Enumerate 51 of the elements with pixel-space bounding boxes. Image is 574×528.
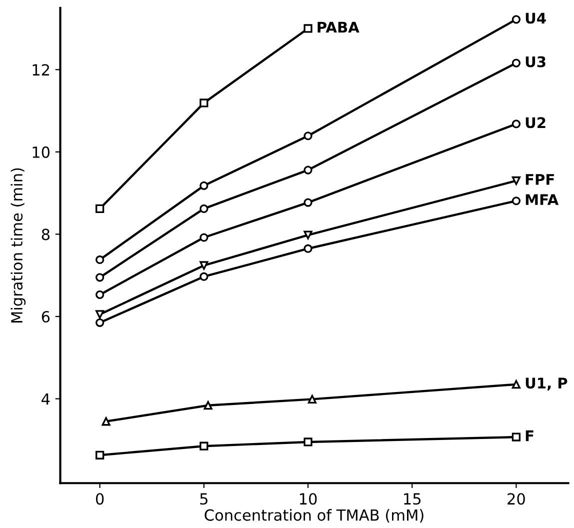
- point: [96, 450, 104, 460]
- point: [96, 290, 104, 299]
- series-label: U3: [526, 56, 546, 68]
- point: [96, 273, 104, 282]
- x-tick-label: 15: [404, 493, 420, 505]
- point: [304, 24, 312, 33]
- series-label: MFA: [526, 194, 559, 205]
- point: [512, 15, 521, 24]
- x-axis-title: Concentration of TMAB (mM): [204, 509, 424, 523]
- point: [512, 432, 521, 442]
- point: [304, 438, 312, 446]
- point: [200, 204, 208, 214]
- x-tick-label: 5: [200, 493, 208, 505]
- point: [512, 380, 521, 389]
- y-tick-label: 10: [32, 146, 50, 158]
- point: [200, 233, 208, 242]
- x-tick-label: 0: [96, 493, 104, 505]
- point: [200, 442, 208, 450]
- series-label: U1, P: [526, 378, 568, 390]
- y-tick-label: 6: [42, 310, 50, 323]
- y-tick-label: 12: [32, 64, 50, 76]
- point: [512, 120, 521, 128]
- point: [102, 417, 110, 426]
- point: [200, 98, 208, 108]
- point: [304, 230, 312, 240]
- point: [512, 176, 521, 186]
- point: [200, 272, 208, 281]
- point: [512, 58, 521, 68]
- point: [512, 196, 521, 206]
- x-tick-label: 10: [300, 493, 317, 505]
- y-tick-label: 8: [42, 228, 50, 240]
- point: [200, 261, 208, 270]
- point: [304, 132, 312, 140]
- point: [96, 204, 104, 214]
- point: [308, 394, 316, 404]
- point: [204, 401, 212, 410]
- point: [96, 255, 104, 264]
- series-label: U4: [526, 12, 546, 24]
- series-label: U2: [526, 117, 546, 128]
- point: [304, 166, 312, 174]
- point: [96, 318, 104, 327]
- x-tick-label: 20: [508, 493, 525, 505]
- y-axis-title: Migration time (min): [10, 168, 26, 323]
- series-label: FPF: [526, 174, 554, 185]
- series-label: PABA: [318, 22, 360, 33]
- series-label: F: [526, 430, 534, 442]
- point: [96, 310, 104, 319]
- point: [304, 198, 312, 207]
- point: [304, 244, 312, 253]
- point: [200, 181, 208, 190]
- y-tick-label: 4: [42, 393, 50, 405]
